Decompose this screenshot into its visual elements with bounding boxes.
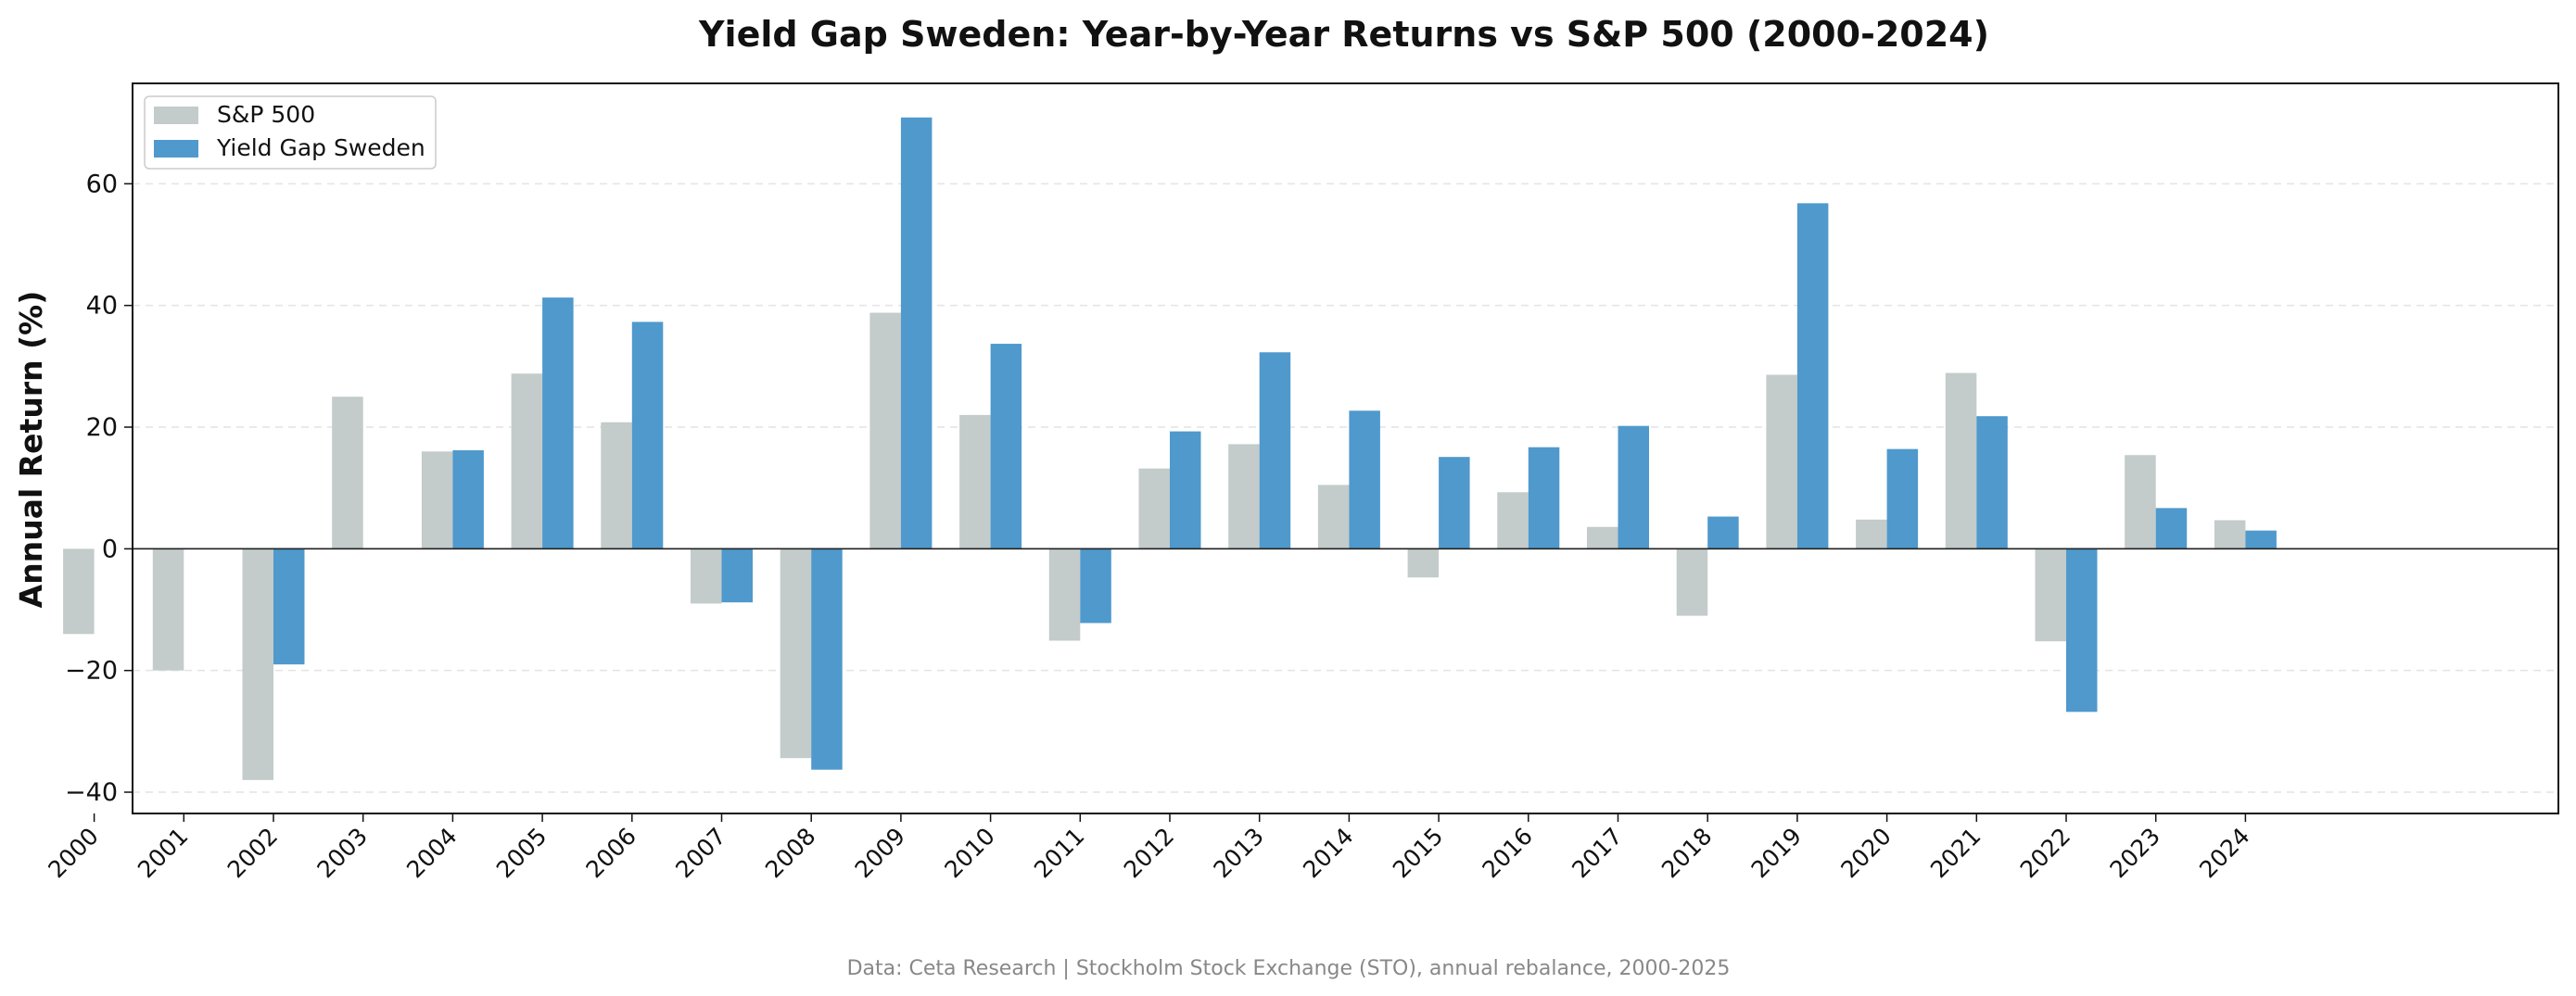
y-tick-label: 0	[102, 535, 118, 563]
x-tick-label: 2015	[1388, 823, 1448, 883]
bar-sp500-2002	[242, 548, 273, 780]
bar-sp500-2016	[1497, 492, 1529, 549]
x-tick-label: 2002	[222, 823, 283, 883]
bar-sp500-2005	[511, 373, 543, 549]
bar-yield-gap-sweden-2017	[1618, 425, 1649, 549]
legend: S&P 500 Yield Gap Sweden	[144, 95, 437, 170]
x-tick-label: 2012	[1119, 823, 1179, 883]
legend-label-yield-gap-sweden: Yield Gap Sweden	[216, 134, 425, 161]
bar-sp500-2008	[780, 548, 812, 759]
x-tick-label: 2011	[1029, 823, 1089, 883]
bar-sp500-2006	[601, 422, 632, 549]
bar-yield-gap-sweden-2013	[1259, 352, 1291, 549]
x-tick-label: 2006	[581, 823, 641, 883]
y-tick-label: −20	[65, 657, 118, 686]
x-tick-label: 2014	[1298, 823, 1358, 883]
bar-sp500-2024	[2214, 520, 2246, 549]
bar-sp500-2004	[421, 451, 453, 549]
chart-title: Yield Gap Sweden: Year-by-Year Returns v…	[698, 14, 1989, 55]
bar-sp500-2023	[2125, 455, 2156, 549]
bar-yield-gap-sweden-2011	[1080, 548, 1111, 624]
bar-sp500-2012	[1138, 468, 1170, 549]
bar-sp500-2009	[869, 312, 901, 549]
bar-sp500-2015	[1407, 548, 1440, 578]
bar-sp500-2007	[691, 548, 722, 604]
bars	[63, 117, 2277, 780]
x-tick-label: 2017	[1567, 823, 1627, 883]
y-ticks: −40 −20 0 20 40 60	[65, 170, 133, 807]
bar-sp500-2013	[1228, 444, 1260, 549]
x-tick-label: 2004	[401, 823, 462, 883]
bar-yield-gap-sweden-2008	[811, 548, 843, 770]
bar-sp500-2022	[2035, 548, 2066, 642]
x-ticks: 2000 2001 2002 2003 2004 2005 2006 2007 2008 2009…	[43, 813, 2255, 883]
bar-sp500-2020	[1856, 519, 1887, 549]
x-tick-label: 2024	[2194, 823, 2254, 883]
bar-yield-gap-sweden-2015	[1439, 457, 1470, 549]
bar-yield-gap-sweden-2009	[900, 117, 933, 549]
x-tick-label: 2021	[1925, 823, 1986, 883]
legend-box	[144, 95, 437, 170]
bar-yield-gap-sweden-2020	[1886, 448, 1919, 549]
bar-sp500-2010	[959, 414, 991, 549]
y-tick-label: 20	[86, 413, 118, 442]
bar-sp500-2003	[332, 397, 363, 549]
x-tick-label: 2016	[1478, 823, 1538, 883]
x-tick-label: 2005	[491, 823, 552, 883]
y-tick-label: 60	[86, 170, 118, 198]
y-axis-label: Annual Return (%)	[13, 291, 49, 609]
bar-yield-gap-sweden-2010	[990, 344, 1022, 549]
legend-swatch-yield-gap-sweden	[154, 140, 198, 158]
bar-sp500-2011	[1048, 548, 1081, 641]
legend-label-sp500: S&P 500	[217, 101, 315, 128]
x-tick-label: 2000	[43, 823, 103, 883]
x-tick-label: 2009	[850, 823, 910, 883]
bar-yield-gap-sweden-2012	[1170, 431, 1201, 549]
bar-yield-gap-sweden-2005	[542, 297, 574, 549]
x-tick-label: 2019	[1746, 823, 1807, 883]
legend-swatch-sp500	[154, 107, 198, 124]
x-tick-label: 2020	[1835, 823, 1896, 883]
footer-source: Data: Ceta Research | Stockholm Stock Ex…	[847, 957, 1731, 980]
x-tick-label: 2018	[1656, 823, 1717, 883]
y-tick-label: 40	[86, 292, 118, 321]
bar-sp500-2014	[1317, 485, 1350, 549]
bar-yield-gap-sweden-2018	[1707, 516, 1739, 549]
bar-yield-gap-sweden-2007	[721, 548, 753, 603]
bar-yield-gap-sweden-2014	[1349, 410, 1380, 549]
x-tick-label: 2007	[670, 823, 730, 883]
bar-yield-gap-sweden-2004	[452, 449, 484, 549]
x-tick-label: 2013	[1208, 823, 1268, 883]
bar-yield-gap-sweden-2022	[2066, 548, 2098, 712]
x-tick-label: 2023	[2104, 823, 2164, 883]
bar-sp500-2000	[63, 548, 95, 635]
bar-yield-gap-sweden-2002	[273, 548, 305, 665]
x-tick-label: 2008	[760, 823, 820, 883]
y-tick-label: −40	[65, 778, 118, 807]
bar-sp500-2018	[1676, 548, 1708, 616]
bar-sp500-2017	[1587, 526, 1618, 549]
bar-yield-gap-sweden-2023	[2155, 508, 2188, 549]
bar-sp500-2001	[152, 548, 184, 671]
x-tick-label: 2010	[939, 823, 999, 883]
bar-sp500-2019	[1766, 374, 1797, 549]
bar-sp500-2021	[1945, 372, 1977, 549]
bar-yield-gap-sweden-2024	[2245, 530, 2277, 549]
bar-yield-gap-sweden-2016	[1528, 447, 1560, 549]
x-tick-label: 2003	[311, 823, 372, 883]
x-tick-label: 2001	[133, 823, 193, 883]
x-tick-label: 2022	[2015, 823, 2075, 883]
bar-yield-gap-sweden-2021	[1976, 416, 2008, 549]
bar-yield-gap-sweden-2006	[631, 321, 664, 549]
plot-frame	[132, 82, 2559, 814]
bar-yield-gap-sweden-2019	[1796, 203, 1829, 549]
